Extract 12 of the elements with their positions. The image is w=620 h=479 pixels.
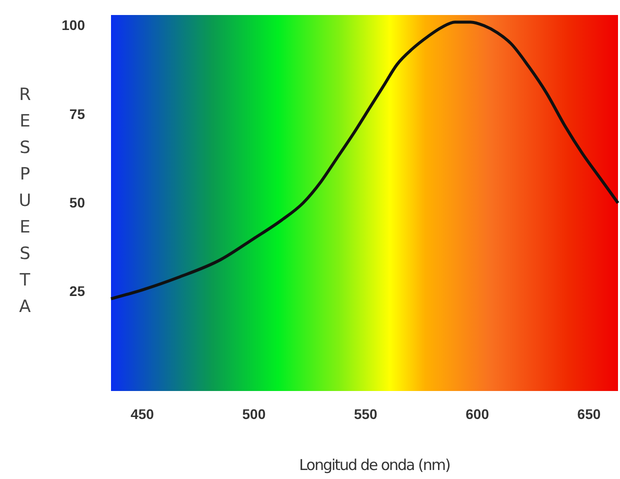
y-tick-label: 100 (62, 17, 86, 34)
y-tick-label: 75 (69, 106, 86, 122)
x-tick-label: 600 (466, 406, 490, 422)
text: RESPUESTA (18, 85, 32, 317)
y-tick-label: 25 (69, 283, 86, 300)
y-tick-label: 50 (69, 194, 86, 210)
x-tick-label: 450 (130, 406, 154, 422)
x-axis-title: Longitud de onda (nm) (299, 456, 450, 474)
x-tick-label: 500 (242, 406, 266, 422)
x-tick-label: 650 (577, 406, 601, 422)
x-tick-label: 550 (354, 406, 378, 422)
line-series (110, 20, 620, 300)
